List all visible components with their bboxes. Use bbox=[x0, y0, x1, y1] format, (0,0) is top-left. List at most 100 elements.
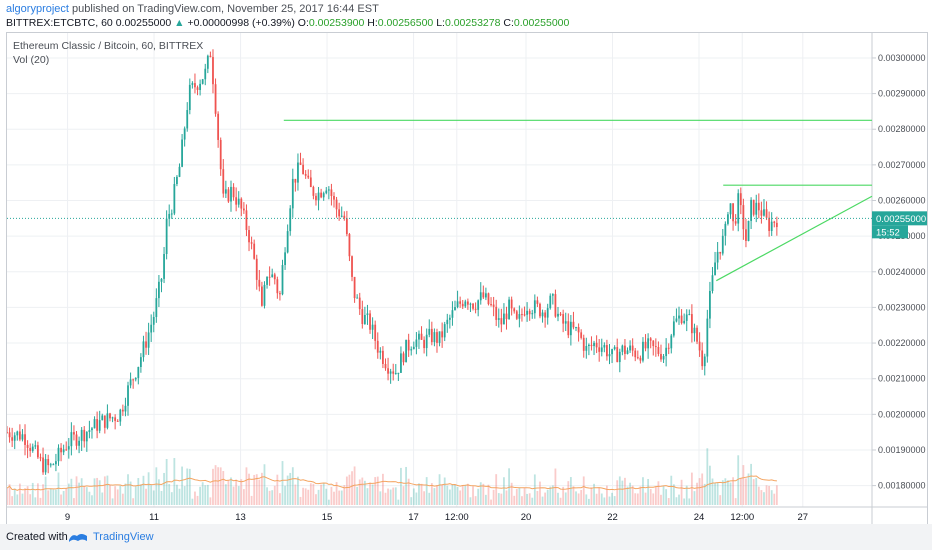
candle-body bbox=[631, 345, 634, 351]
candle-body bbox=[109, 413, 111, 419]
volume-bar bbox=[647, 478, 650, 505]
volume-bar bbox=[217, 467, 220, 505]
volume-bar bbox=[598, 487, 601, 505]
published-text: published on TradingView.com, November 2… bbox=[72, 3, 379, 15]
volume-bar bbox=[737, 455, 740, 505]
volume-bar bbox=[327, 499, 330, 505]
low-label: L: bbox=[436, 17, 445, 29]
volume-bar bbox=[158, 479, 160, 505]
y-tick-label: 0.00230000 bbox=[878, 302, 926, 312]
volume-bar bbox=[629, 482, 631, 505]
volume-bar bbox=[369, 482, 371, 505]
volume-bar bbox=[338, 490, 341, 505]
candle-body bbox=[510, 299, 513, 309]
y-tick-label: 0.00190000 bbox=[878, 445, 926, 455]
volume-bar bbox=[248, 473, 250, 505]
candle-body bbox=[327, 189, 330, 191]
candle-body bbox=[752, 199, 755, 215]
candle-body bbox=[412, 346, 415, 350]
candle-body bbox=[384, 363, 387, 369]
volume-bar bbox=[454, 484, 456, 505]
candle-body bbox=[670, 335, 673, 349]
volume-bar bbox=[528, 493, 531, 505]
volume-bar bbox=[400, 467, 402, 505]
volume-bar bbox=[739, 478, 742, 505]
candle-body bbox=[436, 332, 438, 343]
candle-body bbox=[93, 419, 96, 429]
chart-panel[interactable]: 0.00300000 0.00290000 0.00280000 0.00270000… bbox=[6, 32, 928, 525]
candle-body bbox=[382, 350, 384, 364]
y-tick-label: 0.00300000 bbox=[878, 53, 926, 63]
candle-body bbox=[178, 166, 181, 177]
volume-bar bbox=[78, 482, 80, 505]
candle-body bbox=[660, 353, 662, 360]
candle-body bbox=[155, 298, 158, 318]
candle-body bbox=[242, 208, 245, 211]
tradingview-brand[interactable]: TradingView bbox=[93, 531, 154, 543]
volume-bar bbox=[757, 486, 760, 505]
price-chart[interactable]: 0.00300000 0.00290000 0.00280000 0.00270000… bbox=[7, 33, 927, 524]
volume-bar bbox=[575, 491, 577, 505]
candle-body bbox=[235, 197, 238, 205]
last-price: 0.00255000 bbox=[115, 17, 172, 29]
volume-bar bbox=[526, 493, 528, 505]
candle-body bbox=[739, 193, 742, 206]
volume-bar bbox=[65, 488, 68, 505]
x-tick-label: 20 bbox=[521, 512, 532, 523]
volume-bar bbox=[590, 487, 593, 505]
candle-body bbox=[183, 128, 186, 140]
candle-body bbox=[150, 324, 153, 333]
candle-body bbox=[546, 308, 549, 318]
candle-body bbox=[227, 189, 230, 202]
candle-body bbox=[96, 419, 99, 431]
candle-body bbox=[438, 331, 441, 343]
volume-bar bbox=[523, 487, 526, 505]
volume-bar bbox=[613, 496, 616, 505]
chart-legend: Ethereum Classic / Bitcoin, 60, BITTREX … bbox=[13, 39, 203, 67]
candle-body bbox=[505, 313, 508, 320]
volume-bar bbox=[194, 491, 196, 505]
candle-body bbox=[134, 377, 137, 380]
volume-bar bbox=[469, 497, 472, 505]
volume-bar bbox=[727, 480, 729, 505]
volume-bar bbox=[191, 498, 194, 505]
candle-body bbox=[562, 314, 565, 324]
candle-body bbox=[451, 310, 454, 318]
volume-bar bbox=[711, 478, 714, 505]
volume-label: Vol (20) bbox=[13, 54, 50, 66]
volume-bar bbox=[770, 490, 773, 505]
volume-bar bbox=[330, 486, 333, 505]
candle-body bbox=[294, 178, 297, 183]
candle-body bbox=[379, 350, 382, 353]
volume-bar bbox=[24, 488, 26, 505]
volume-bar bbox=[428, 492, 431, 505]
volume-bar bbox=[111, 498, 114, 505]
volume-bar bbox=[170, 492, 173, 505]
author-link[interactable]: algoryproject bbox=[6, 3, 69, 15]
candle-body bbox=[371, 324, 374, 330]
current-price-tag bbox=[872, 211, 927, 226]
candle-body bbox=[315, 195, 317, 201]
volume-bar bbox=[466, 483, 469, 505]
candle-body bbox=[446, 319, 449, 325]
volume-bar bbox=[492, 489, 495, 505]
candle-body bbox=[775, 222, 778, 228]
volume-bar bbox=[505, 490, 508, 505]
candle-body bbox=[137, 366, 140, 378]
candle-body bbox=[217, 113, 220, 140]
volume-bar bbox=[145, 488, 147, 505]
volume-bar bbox=[479, 482, 482, 505]
volume-bar bbox=[209, 497, 212, 505]
candle-body bbox=[129, 379, 132, 386]
volume-bar bbox=[554, 468, 557, 505]
candle-body bbox=[106, 413, 109, 428]
volume-bar bbox=[518, 487, 521, 505]
candle-body bbox=[683, 320, 686, 324]
candle-body bbox=[466, 301, 469, 305]
volume-bar bbox=[407, 478, 410, 505]
candle-body bbox=[394, 373, 397, 375]
candle-body bbox=[515, 311, 518, 319]
candle-body bbox=[147, 332, 150, 348]
candle-body bbox=[469, 303, 472, 305]
x-tick-label: 22 bbox=[607, 512, 618, 523]
